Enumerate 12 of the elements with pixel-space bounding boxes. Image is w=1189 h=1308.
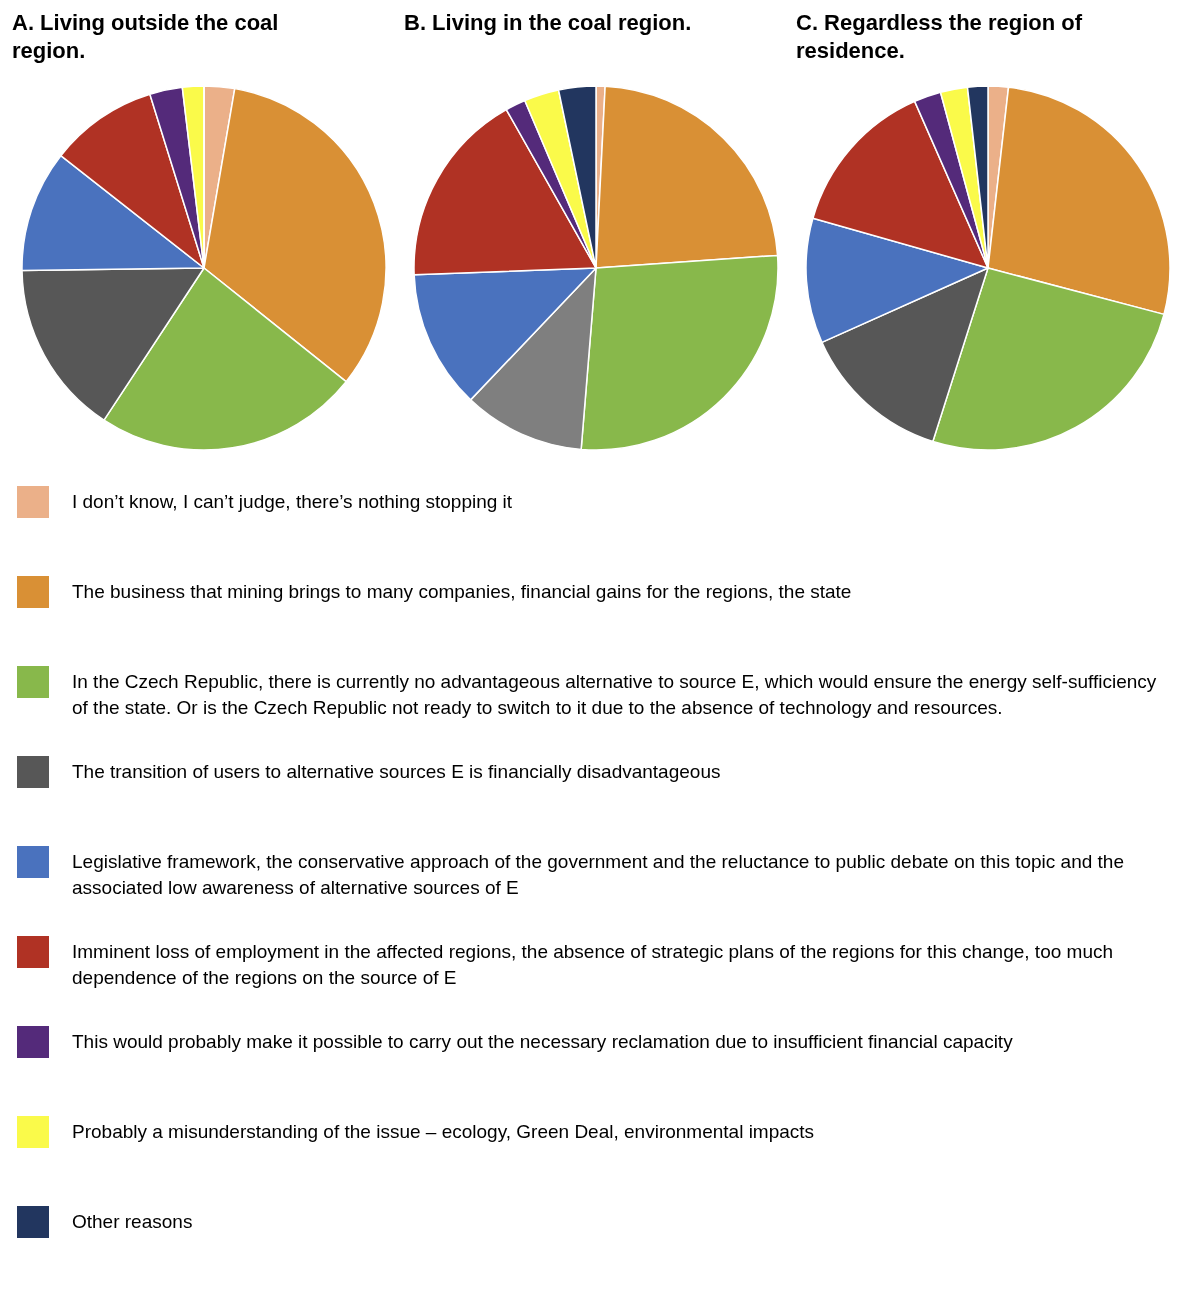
chart-title: C. Regardless the region of residence. [796,10,1083,63]
legend-label: The transition of users to alternative sources E is financially disadvantageous [72,761,721,782]
legend-label: Legislative framework, the conservative approach of the government and the reluctance to public debate on this topic and the associated low awareness of alternative sources of E [72,851,1124,898]
legend-label: Other reasons [72,1211,193,1232]
legend-label: In the Czech Republic, there is currently no advantageous alternative to source E, which would ensure the energy self-sufficiency of the state. Or is the Czech Republic not ready to switch to it due to the absence of technology and resources. [72,671,1157,718]
legend-label: I don’t know, I can’t judge, there’s nothing stopping it [72,491,513,512]
legend-label: Imminent loss of employment in the affected regions, the absence of strategic plans of the regions for this change, too much dependence of the regions on the source of E [72,941,1114,988]
legend-label: The business that mining brings to many companies, financial gains for the regions, the state [72,581,852,602]
chart-title: B. Living in the coal region. [404,10,692,35]
legend-label: This would probably make it possible to carry out the necessary reclamation due to insufficient financial capacity [72,1031,1014,1052]
chart-title: A. Living outside the coal region. [12,10,279,63]
legend-label: Probably a misunderstanding of the issue – ecology, Green Deal, environmental impacts [72,1121,815,1142]
